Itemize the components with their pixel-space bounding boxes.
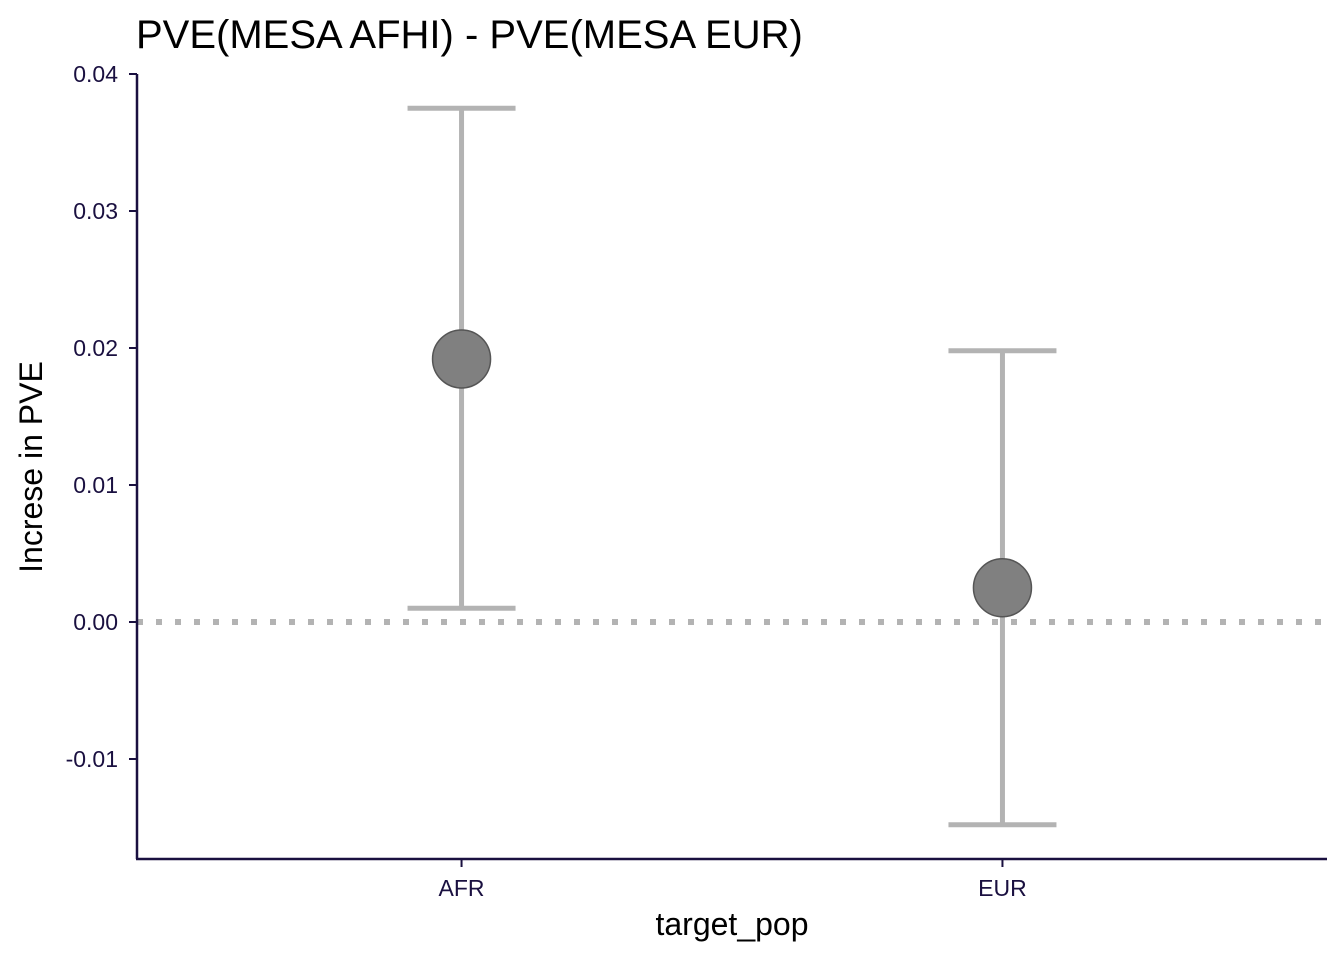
x-axis-title: target_pop (655, 906, 808, 942)
chart-title: PVE(MESA AFHI) - PVE(MESA EUR) (136, 13, 803, 57)
point-afr (431, 329, 492, 389)
y-tick-label: 0.03 (73, 198, 118, 224)
y-tick-label: 0.00 (73, 609, 118, 635)
y-tick-label: 0.02 (73, 335, 118, 361)
plot-area (137, 105, 1327, 828)
y-axis-title: Increse in PVE (13, 361, 49, 573)
x-axis-ticks: AFR EUR (439, 859, 1027, 901)
x-tick-label: EUR (978, 875, 1027, 901)
x-tick-label: AFR (439, 875, 485, 901)
y-tick-label: -0.01 (66, 746, 118, 772)
y-tick-label: 0.04 (73, 61, 118, 87)
y-axis-ticks: -0.01 0.00 0.01 0.02 0.03 0.04 (66, 61, 137, 772)
y-tick-label: 0.01 (73, 472, 118, 498)
point-eur (972, 557, 1033, 618)
